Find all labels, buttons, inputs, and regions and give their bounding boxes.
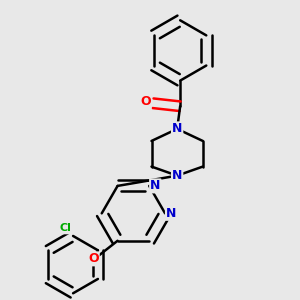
Text: Cl: Cl — [60, 224, 71, 233]
Text: N: N — [172, 169, 182, 182]
Text: N: N — [150, 179, 160, 192]
Text: N: N — [172, 122, 182, 135]
Text: O: O — [88, 252, 99, 266]
Text: O: O — [140, 95, 151, 108]
Text: N: N — [166, 207, 176, 220]
